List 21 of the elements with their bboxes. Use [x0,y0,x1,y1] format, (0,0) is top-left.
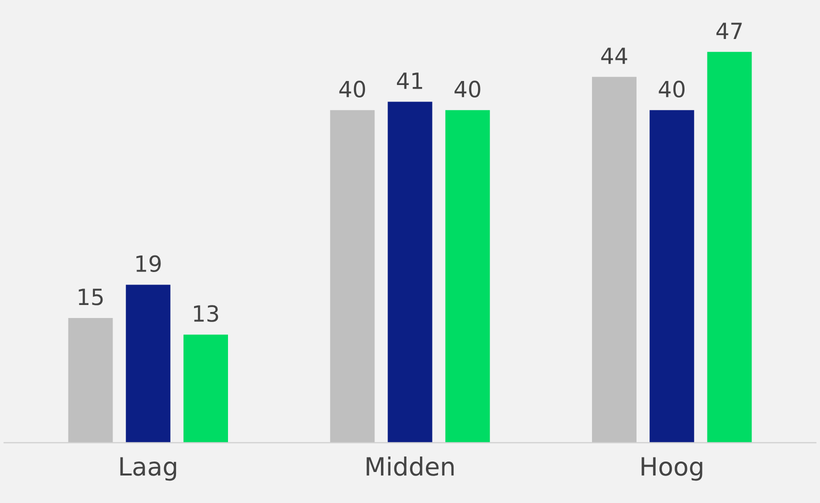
data-label: 40 [658,80,685,98]
data-label: 41 [396,72,422,89]
data-label: 19 [136,255,161,272]
bar [183,334,228,443]
data-label: 13 [194,305,218,322]
data-label: 47 [716,22,742,39]
bar [650,110,694,443]
data-label: 40 [454,80,480,98]
bar [592,76,637,443]
data-label: 40 [339,80,366,98]
bar [68,318,113,443]
bar [330,110,375,443]
x-tick-label: Hoog [642,457,702,481]
data-label: 44 [601,48,628,64]
bar [126,284,170,443]
data-label: 15 [78,288,103,306]
bar [445,110,490,443]
bar [388,102,432,443]
x-tick-label: Midden [366,456,454,476]
bar [707,52,752,443]
x-tick-label: Laag [120,457,176,481]
